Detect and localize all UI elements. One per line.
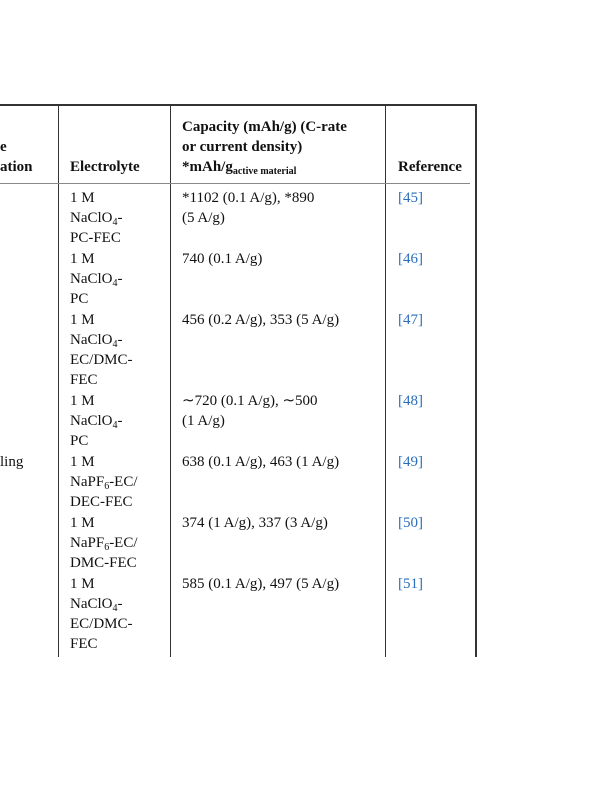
text-line: DEC-FEC <box>70 494 133 510</box>
text-line: 740 (0.1 A/g) <box>182 251 263 267</box>
text-line: NaPF6-EC/ <box>70 472 138 492</box>
text-part: - <box>117 413 123 429</box>
text-line: Capacity (mAh/g) (C-rate <box>182 119 347 135</box>
subscript: 4 <box>112 278 118 289</box>
text-part: -EC/ <box>109 474 138 490</box>
text-part: NaClO <box>70 210 113 226</box>
text-line: Reference <box>398 159 462 175</box>
text-line: 1 M <box>70 454 95 470</box>
text-line: FEC <box>70 636 98 652</box>
text-line: ation <box>0 159 33 175</box>
text-line: (1 A/g) <box>182 413 225 429</box>
text-line: PC-FEC <box>70 230 121 246</box>
subscript: 6 <box>104 481 110 492</box>
text-line: 456 (0.2 A/g), 353 (5 A/g) <box>182 312 340 328</box>
text-part: NaPF <box>70 535 105 551</box>
text-line: [46] <box>398 251 423 267</box>
subscript: 4 <box>112 217 118 228</box>
text-line: ∼720 (0.1 A/g), ∼500 <box>182 393 318 409</box>
text-line: e <box>0 139 7 155</box>
text-line: PC <box>70 433 89 449</box>
text-line: 1 M <box>70 312 95 328</box>
text-line: *1102 (0.1 A/g), *890 <box>182 190 315 206</box>
text-part: *mAh/g <box>182 159 233 175</box>
text-line: 1 M <box>70 515 95 531</box>
text-line: 1 M <box>70 190 95 206</box>
text-line: (5 A/g) <box>182 210 225 226</box>
top-border <box>0 104 477 106</box>
text-line: Electrolyte <box>70 159 140 175</box>
text-part: NaClO <box>70 332 113 348</box>
text-line: 638 (0.1 A/g), 463 (1 A/g) <box>182 454 340 470</box>
text-part: NaClO <box>70 271 113 287</box>
subscript: 6 <box>104 542 110 553</box>
subscript: 4 <box>112 603 118 614</box>
text-line: NaPF6-EC/ <box>70 533 138 553</box>
column-divider <box>385 105 386 657</box>
text-line: 585 (0.1 A/g), 497 (5 A/g) <box>182 576 340 592</box>
header-rule <box>0 183 470 184</box>
text-line: [49] <box>398 454 423 470</box>
text-part: - <box>117 332 123 348</box>
text-line: ling <box>0 454 24 470</box>
subscript: 4 <box>112 420 118 431</box>
text-line: NaClO4- <box>70 269 123 289</box>
text-line: or current density) <box>182 139 303 155</box>
subscript: 4 <box>112 339 118 350</box>
text-part: NaPF <box>70 474 105 490</box>
text-line: NaClO4- <box>70 330 123 350</box>
text-line: *mAh/gactive material <box>182 157 296 177</box>
text-part: NaClO <box>70 596 113 612</box>
text-line: 1 M <box>70 576 95 592</box>
text-part: - <box>117 271 123 287</box>
text-line: DMC-FEC <box>70 555 137 571</box>
text-part: - <box>117 596 123 612</box>
text-part: -EC/ <box>109 535 138 551</box>
text-line: EC/DMC- <box>70 352 133 368</box>
text-line: PC <box>70 291 89 307</box>
text-part: - <box>117 210 123 226</box>
text-line: [51] <box>398 576 423 592</box>
text-line: [50] <box>398 515 423 531</box>
right-border <box>475 104 477 657</box>
text-line: [47] <box>398 312 423 328</box>
subscript: active material <box>232 166 297 177</box>
text-line: 374 (1 A/g), 337 (3 A/g) <box>182 515 328 531</box>
text-line: 1 M <box>70 251 95 267</box>
text-line: [48] <box>398 393 423 409</box>
text-line: NaClO4- <box>70 208 123 228</box>
text-part: NaClO <box>70 413 113 429</box>
text-line: 1 M <box>70 393 95 409</box>
text-line: [45] <box>398 190 423 206</box>
text-line: EC/DMC- <box>70 616 133 632</box>
text-line: NaClO4- <box>70 411 123 431</box>
column-divider <box>170 105 171 657</box>
text-line: NaClO4- <box>70 594 123 614</box>
text-line: FEC <box>70 372 98 388</box>
column-divider <box>58 105 59 657</box>
